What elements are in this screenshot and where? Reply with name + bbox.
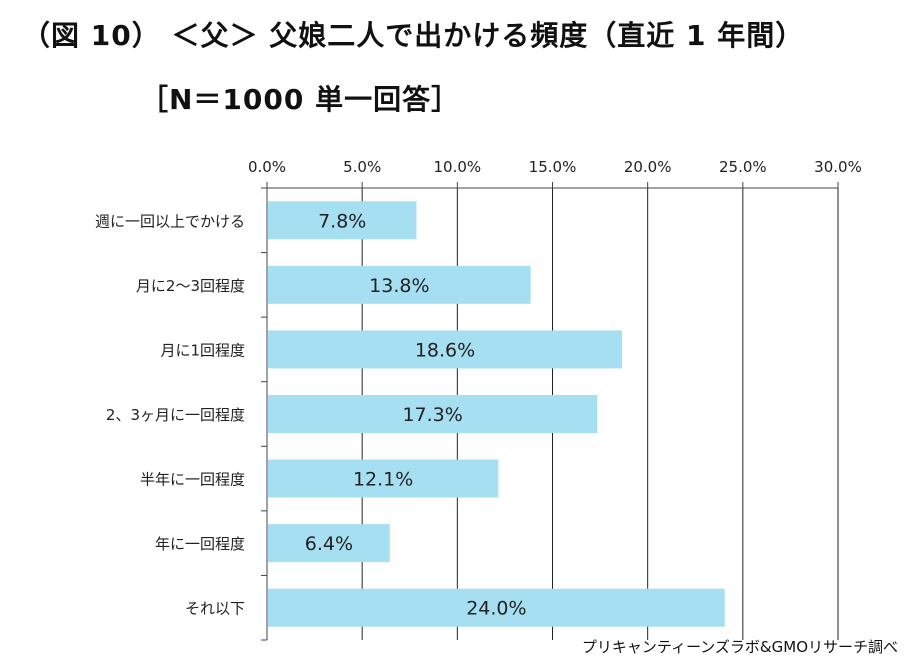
data-label: 18.6% <box>415 339 475 361</box>
x-tick-label: 0.0% <box>248 158 286 176</box>
category-label: 2、3ヶ月に一回程度 <box>106 406 245 424</box>
data-label: 13.8% <box>369 275 429 297</box>
data-label: 24.0% <box>466 598 526 620</box>
data-label: 17.3% <box>402 404 462 426</box>
x-tick-label: 15.0% <box>529 158 577 176</box>
category-label: 週に一回以上でかける <box>95 212 245 230</box>
bar <box>268 201 417 240</box>
x-tick-label: 20.0% <box>624 158 672 176</box>
x-tick-label: 25.0% <box>719 158 767 176</box>
bar <box>268 459 499 498</box>
chart-title: （図 10） ＜父＞ 父娘二人で出かける頻度（直近 1 年間） <box>22 19 805 52</box>
category-label: 半年に一回程度 <box>140 471 245 489</box>
bar <box>268 588 725 627</box>
data-label: 6.4% <box>305 533 353 555</box>
bar <box>268 395 598 433</box>
category-label: 月に2～3回程度 <box>136 277 245 295</box>
data-label: 12.1% <box>353 469 413 491</box>
category-label: 月に1回程度 <box>160 341 245 359</box>
x-tick-label: 30.0% <box>814 158 862 176</box>
x-tick-label: 10.0% <box>434 158 482 176</box>
category-label: それ以下 <box>185 600 245 618</box>
x-tick-label: 5.0% <box>343 158 381 176</box>
bar <box>268 330 623 369</box>
bar <box>268 524 390 563</box>
data-label: 7.8% <box>318 210 366 232</box>
source-credit: プリキャンティーンズラボ&GMOリサーチ調べ <box>581 638 898 656</box>
chart-subtitle: ［N＝1000 単一回答］ <box>140 83 461 116</box>
bar <box>268 265 531 304</box>
category-label: 年に一回程度 <box>155 535 245 553</box>
